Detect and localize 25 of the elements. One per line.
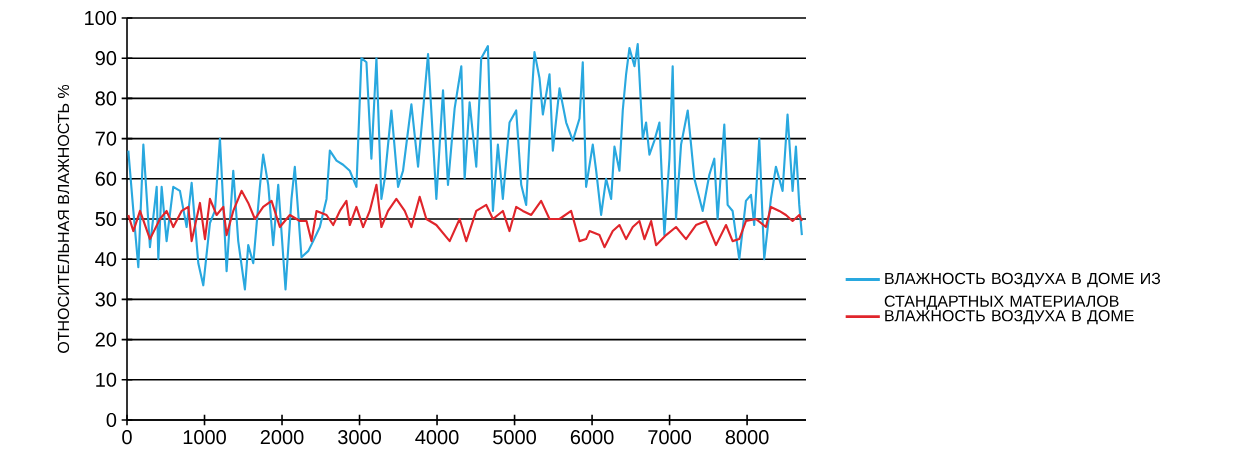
line-series bbox=[127, 43, 803, 291]
line-series bbox=[127, 183, 803, 249]
y-tick-label: 90 bbox=[95, 51, 117, 66]
x-tick-label: 2000 bbox=[260, 430, 304, 445]
x-tick-label: 8000 bbox=[725, 430, 769, 445]
x-tick-label: 1000 bbox=[183, 430, 226, 445]
y-tick-label: 80 bbox=[95, 91, 117, 106]
legend-label: ВЛАЖНОСТЬ ВОЗДУХА В ДОМЕ bbox=[885, 310, 1134, 325]
y-tick-label: 40 bbox=[95, 252, 117, 267]
x-tick-label: 4000 bbox=[415, 430, 459, 445]
y-tick-label: 20 bbox=[95, 332, 117, 347]
x-tick-label: 6000 bbox=[570, 430, 614, 445]
x-tick-label: 0 bbox=[122, 430, 132, 445]
y-tick-label: 50 bbox=[95, 211, 117, 227]
x-tick-label: 7000 bbox=[648, 430, 692, 445]
y-tick-label: 30 bbox=[95, 292, 117, 307]
x-tick-label: 5000 bbox=[493, 430, 536, 445]
legend-label: ВЛАЖНОСТЬ ВОЗДУХА В ДОМЕ ИЗ СТАНДАРТНЫХ МАТЕРИАЛОВ bbox=[884, 272, 1161, 310]
x-tick-label: 3000 bbox=[338, 430, 381, 445]
y-tick-label: 0 bbox=[106, 412, 117, 428]
y-tick-label: 100 bbox=[85, 10, 117, 26]
y-tick-label: 10 bbox=[96, 372, 117, 387]
y-axis-title: ОТНОСИТЕЛЬНАЯ ВЛАЖНОСТЬ % bbox=[57, 84, 70, 353]
y-tick-label: 60 bbox=[95, 171, 117, 186]
y-tick-label: 70 bbox=[95, 131, 117, 146]
